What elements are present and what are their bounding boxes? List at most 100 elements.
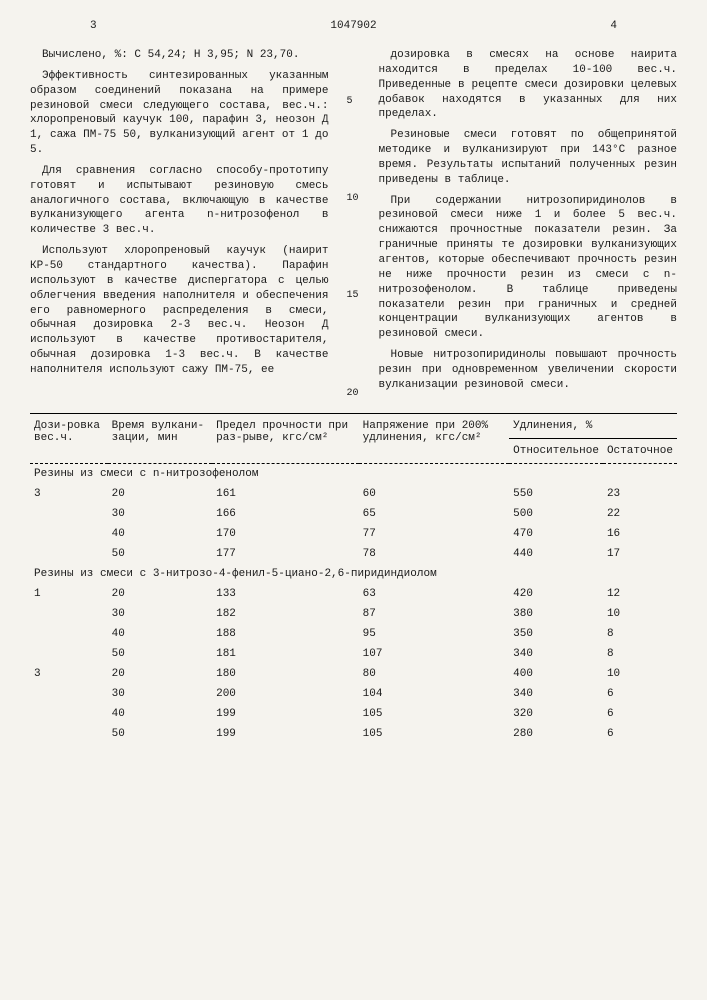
table-cell: 340 — [509, 684, 603, 704]
table-cell: 30 — [108, 504, 212, 524]
table-cell: 400 — [509, 664, 603, 684]
table-cell: 20 — [108, 584, 212, 604]
para: Эффективность синтезированных указанным … — [30, 69, 329, 158]
table-cell: 10 — [603, 604, 677, 624]
col-header: Дози-ровка вес.ч. — [30, 413, 108, 463]
data-table: Дози-ровка вес.ч. Время вулкани-зации, м… — [30, 413, 677, 744]
line-mark: 20 — [347, 388, 361, 399]
para: Используют хлоропреновый каучук (наирит … — [30, 244, 329, 378]
para: Резиновые смеси готовят по общепринятой … — [379, 128, 678, 187]
table-cell — [30, 704, 108, 724]
para: дозировка в смесях на основе наирита нах… — [379, 48, 678, 122]
table-cell: 8 — [603, 624, 677, 644]
table-cell: 200 — [212, 684, 359, 704]
table-cell: 65 — [359, 504, 509, 524]
table-row: 501991052806 — [30, 724, 677, 744]
page-numbers: 3 1047902 4 — [30, 20, 677, 40]
table-cell: 3 — [30, 664, 108, 684]
table-cell: 50 — [108, 544, 212, 564]
table-cell: 10 — [603, 664, 677, 684]
left-column: Вычислено, %: С 54,24; Н 3,95; N 23,70. … — [30, 48, 329, 399]
table-cell: 161 — [212, 484, 359, 504]
table-cell: 80 — [359, 664, 509, 684]
table-cell: 350 — [509, 624, 603, 644]
table-cell: 3 — [30, 484, 108, 504]
table-cell: 199 — [212, 724, 359, 744]
table-cell: 320 — [509, 704, 603, 724]
table-cell: 30 — [108, 684, 212, 704]
table-row: 401707747016 — [30, 524, 677, 544]
table-row: 501811073408 — [30, 644, 677, 664]
page-num-right: 4 — [610, 20, 617, 32]
table-row: 401991053206 — [30, 704, 677, 724]
table-section-title: Резины из смеси с n-нитрозофенолом — [30, 463, 677, 484]
col-header: Предел прочности при раз-рыве, кгс/см² — [212, 413, 359, 463]
table-cell: 104 — [359, 684, 509, 704]
table-cell: 170 — [212, 524, 359, 544]
table-cell: 470 — [509, 524, 603, 544]
table-cell — [30, 624, 108, 644]
para: Вычислено, %: С 54,24; Н 3,95; N 23,70. — [30, 48, 329, 63]
table-row: 301666550022 — [30, 504, 677, 524]
table-cell: 6 — [603, 724, 677, 744]
table-section-title: Резины из смеси с 3-нитрозо-4-фенил-5-ци… — [30, 564, 677, 584]
table-cell: 105 — [359, 724, 509, 744]
table-cell: 50 — [108, 724, 212, 744]
table-row: 3201616055023 — [30, 484, 677, 504]
table-cell: 87 — [359, 604, 509, 624]
col-header-group: Удлинения, % — [509, 413, 677, 438]
table-cell: 40 — [108, 524, 212, 544]
table-cell — [30, 604, 108, 624]
table-cell: 180 — [212, 664, 359, 684]
table-cell: 78 — [359, 544, 509, 564]
table-cell: 133 — [212, 584, 359, 604]
table-cell: 16 — [603, 524, 677, 544]
table-cell: 20 — [108, 664, 212, 684]
table-cell: 30 — [108, 604, 212, 624]
table-cell: 107 — [359, 644, 509, 664]
table-cell: 440 — [509, 544, 603, 564]
table-row: 302001043406 — [30, 684, 677, 704]
table-row: 501777844017 — [30, 544, 677, 564]
para: Новые нитрозопиридинолы повышают прочнос… — [379, 348, 678, 393]
table-cell: 550 — [509, 484, 603, 504]
table-cell: 500 — [509, 504, 603, 524]
table-cell: 20 — [108, 484, 212, 504]
table-cell: 77 — [359, 524, 509, 544]
table-cell: 181 — [212, 644, 359, 664]
col-header: Остаточное — [603, 438, 677, 463]
table-cell: 23 — [603, 484, 677, 504]
text-columns: Вычислено, %: С 54,24; Н 3,95; N 23,70. … — [30, 48, 677, 399]
table-cell — [30, 544, 108, 564]
col-header: Напряжение при 200% удлинения, кгс/см² — [359, 413, 509, 463]
table-cell: 6 — [603, 684, 677, 704]
page-num-center: 1047902 — [330, 20, 376, 32]
col-header: Время вулкани-зации, мин — [108, 413, 212, 463]
table-cell: 166 — [212, 504, 359, 524]
table-cell: 22 — [603, 504, 677, 524]
para: При содержании нитрозопиридинолов в рези… — [379, 194, 678, 342]
table-cell: 6 — [603, 704, 677, 724]
table-cell: 1 — [30, 584, 108, 604]
table-cell: 188 — [212, 624, 359, 644]
table-cell: 50 — [108, 644, 212, 664]
line-mark: 5 — [347, 96, 361, 107]
table-row: 3201808040010 — [30, 664, 677, 684]
table-cell — [30, 504, 108, 524]
table-cell: 12 — [603, 584, 677, 604]
table-cell: 63 — [359, 584, 509, 604]
col-header: Относительное — [509, 438, 603, 463]
table-cell: 380 — [509, 604, 603, 624]
table-cell: 340 — [509, 644, 603, 664]
table-cell: 17 — [603, 544, 677, 564]
table-cell: 105 — [359, 704, 509, 724]
table-cell: 199 — [212, 704, 359, 724]
table-row: 40188953508 — [30, 624, 677, 644]
table-cell: 60 — [359, 484, 509, 504]
table-cell: 8 — [603, 644, 677, 664]
table-cell: 177 — [212, 544, 359, 564]
line-number-gutter: 5 10 15 20 — [347, 48, 361, 399]
line-mark: 10 — [347, 193, 361, 204]
table-cell: 40 — [108, 704, 212, 724]
table-cell: 182 — [212, 604, 359, 624]
